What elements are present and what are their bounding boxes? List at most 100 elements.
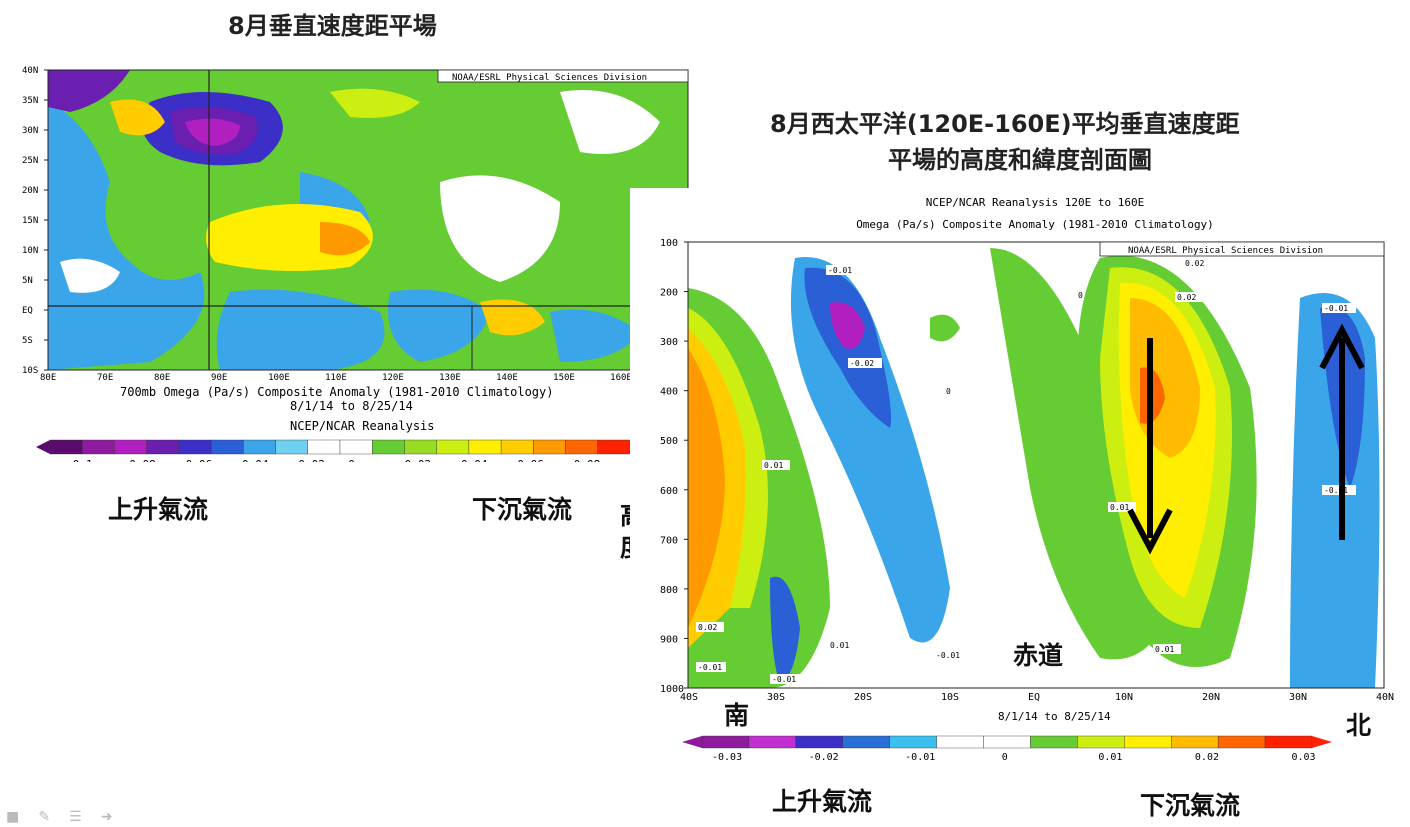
right-header-line1: NCEP/NCAR Reanalysis 120E to 160E	[926, 196, 1145, 209]
right-lat-tick-label: 40N	[1376, 692, 1394, 703]
right-lat-tick-label: 30N	[1289, 692, 1307, 703]
contour-label: -0.01	[936, 651, 960, 660]
lon-tick-label: 80E	[40, 373, 56, 383]
right-header-line2: Omega (Pa/s) Composite Anomaly (1981-201…	[856, 218, 1214, 231]
south-label: 南	[724, 696, 749, 732]
right-title-line1: 8月西太平洋(120E-160E)平均垂直速度距	[770, 104, 1240, 139]
lon-tick-label: 80E	[154, 373, 170, 383]
lon-tick-label: 130E	[439, 373, 461, 383]
left-caption-line3: NCEP/NCAR Reanalysis	[290, 419, 435, 433]
right-up-label: 上升氣流	[772, 782, 872, 818]
menu-icon[interactable]: ☰	[69, 809, 82, 825]
colorbar-swatch	[984, 736, 1031, 748]
colorbar-label: -0.08	[123, 458, 156, 462]
lat-tick-label: 10N	[22, 246, 38, 256]
colorbar-swatch	[749, 736, 796, 748]
lon-tick-label: 160E	[610, 373, 632, 383]
right-lat-tick-label: 30S	[767, 692, 785, 703]
pointer-icon[interactable]: ■	[6, 809, 19, 825]
lon-tick-label: 70E	[97, 373, 113, 383]
contour-label: 0	[946, 387, 951, 396]
left-caption-line2: 8/1/14 to 8/25/14	[290, 399, 413, 413]
colorbar-swatch	[372, 440, 404, 454]
contour-label: 0	[1078, 291, 1083, 300]
lat-tick-label: 35N	[22, 96, 38, 106]
pressure-tick-label: 700	[660, 535, 678, 546]
colorbar-swatch	[1030, 736, 1077, 748]
contour-label: 0.01	[1110, 503, 1129, 512]
colorbar-swatch	[501, 440, 533, 454]
colorbar-swatch	[1077, 736, 1124, 748]
pressure-tick-label: 900	[660, 634, 678, 645]
lat-tick-label: 20N	[22, 186, 38, 196]
left-map-panel: NOAA/ESRL Physical Sciences Division 40N…	[0, 62, 690, 462]
colorbar-label: 0.06	[517, 458, 544, 462]
contour-label: 0.01	[1155, 645, 1174, 654]
colorbar-label: -0.01	[905, 752, 935, 763]
right-down-label: 下沉氣流	[1140, 786, 1240, 822]
pressure-tick-label: 800	[660, 585, 678, 596]
pressure-tick-label: 500	[660, 436, 678, 447]
left-caption-line1: 700mb Omega (Pa/s) Composite Anomaly (19…	[120, 385, 553, 399]
pen-icon[interactable]: ✎	[38, 809, 50, 825]
colorbar-swatch	[890, 736, 937, 748]
lon-tick-label: 140E	[496, 373, 518, 383]
lon-tick-label: 100E	[268, 373, 290, 383]
pressure-tick-label: 100	[660, 238, 678, 249]
left-credit-text: NOAA/ESRL Physical Sciences Division	[452, 73, 647, 83]
colorbar-swatch	[82, 440, 114, 454]
colorbar-label: -0.02	[809, 752, 839, 763]
colorbar-swatch	[404, 440, 436, 454]
colorbar-label: -0.03	[712, 752, 742, 763]
pressure-tick-label: 200	[660, 288, 678, 299]
left-down-label: 下沉氣流	[472, 490, 572, 526]
right-lat-tick-label: 20N	[1202, 692, 1220, 703]
colorbar-swatch	[276, 440, 308, 454]
lon-tick-label: 110E	[325, 373, 347, 383]
colorbar-left-tip	[36, 440, 50, 454]
colorbar-swatch	[598, 440, 630, 454]
right-lat-tick-label: 10N	[1115, 692, 1133, 703]
colorbar-label: -0.06	[179, 458, 212, 462]
colorbar-swatch	[1124, 736, 1171, 748]
colorbar-swatch	[843, 736, 890, 748]
pressure-tick-label: 600	[660, 486, 678, 497]
right-title-line2: 平場的高度和緯度剖面圖	[888, 140, 1152, 175]
colorbar-label: 0.02	[405, 458, 432, 462]
colorbar-label: 0	[1002, 752, 1008, 763]
lat-tick-label: 15N	[22, 216, 38, 226]
left-lat-ticks: 40N 35N 30N 25N 20N 15N 10N 5N EQ 5S 10S	[22, 66, 48, 376]
lat-tick-label: 5S	[22, 336, 33, 346]
left-colorbar: -0.1 -0.08 -0.06 -0.04 -0.02 0 0.02 0.04 0.06 0.0…	[36, 440, 630, 462]
colorbar-label: -0.1	[66, 458, 93, 462]
contour-label: -0.01	[828, 266, 852, 275]
right-lat-tick-label: EQ	[1028, 692, 1040, 703]
colorbar-left-tip	[682, 736, 702, 748]
next-arrow-icon[interactable]: ➜	[101, 809, 113, 825]
lat-tick-label: 10S	[22, 366, 38, 376]
colorbar-swatch	[243, 440, 275, 454]
colorbar-label: -0.02	[292, 458, 325, 462]
colorbar-swatch	[50, 440, 82, 454]
lat-tick-label: 40N	[22, 66, 38, 76]
colorbar-label: 0.04	[461, 458, 488, 462]
lat-tick-label: 5N	[22, 276, 33, 286]
colorbar-label: 0.08	[574, 458, 601, 462]
colorbar-swatch	[796, 736, 843, 748]
colorbar-right-tip	[1312, 736, 1332, 748]
north-label: 北	[1346, 706, 1371, 742]
slide-nav: ■ ✎ ☰ ➜	[6, 806, 127, 825]
colorbar-swatch	[340, 440, 372, 454]
right-date-range: 8/1/14 to 8/25/14	[998, 710, 1111, 723]
right-lat-tick-label: 10S	[941, 692, 959, 703]
left-title: 8月垂直速度距平場	[228, 6, 437, 41]
contour-label: 0.02	[698, 623, 717, 632]
contour-label: -0.01	[1324, 304, 1348, 313]
colorbar-swatch	[566, 440, 598, 454]
colorbar-swatch	[1171, 736, 1218, 748]
colorbar-swatch	[211, 440, 243, 454]
equator-label: 赤道	[1013, 636, 1063, 672]
contour-label: 0.02	[1177, 293, 1196, 302]
right-section-panel: NCEP/NCAR Reanalysis 120E to 160E Omega …	[630, 188, 1410, 778]
lon-tick-label: 120E	[382, 373, 404, 383]
